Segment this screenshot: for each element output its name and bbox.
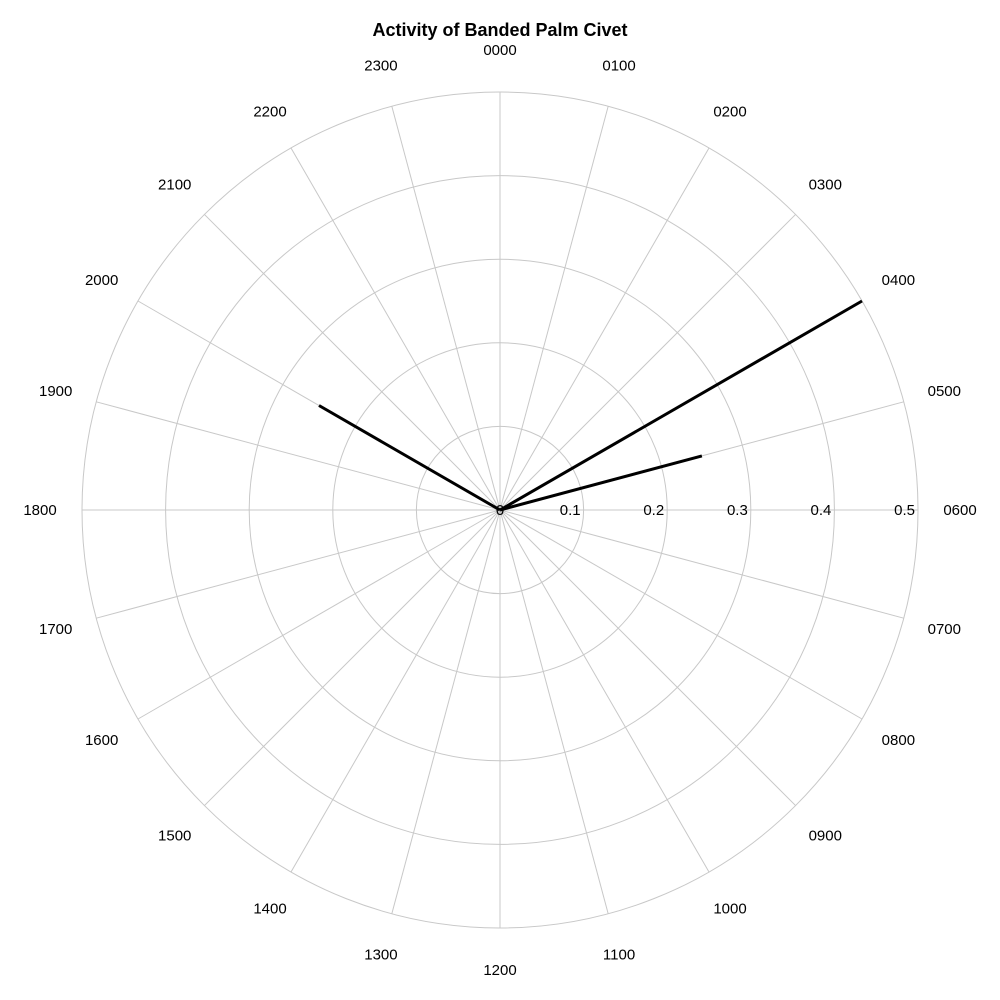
- hour-tick-label: 1300: [364, 946, 397, 963]
- hour-tick-label: 1000: [713, 900, 746, 917]
- grid-spoke: [499, 106, 609, 511]
- grid-spoke: [499, 509, 609, 914]
- hour-tick-label: 1700: [39, 621, 72, 638]
- grid-spoke: [204, 214, 501, 511]
- activity-line: [499, 454, 703, 512]
- grid-spoke: [96, 509, 501, 619]
- hour-tick-label: 0900: [809, 827, 842, 844]
- hour-tick-label: 0300: [809, 177, 842, 194]
- hour-tick-label: 1900: [39, 383, 72, 400]
- radial-tick-label: 0: [496, 502, 504, 519]
- activity-series: [318, 299, 863, 512]
- hour-tick-label: 0400: [882, 272, 915, 289]
- activity-line: [318, 404, 501, 512]
- hour-tick-label: 0700: [928, 621, 961, 638]
- grid-spoke: [204, 509, 501, 806]
- hour-tick-label: 1600: [85, 732, 118, 749]
- hour-tick-label: 2000: [85, 272, 118, 289]
- hour-tick-label: 0500: [928, 383, 961, 400]
- grid-spoke: [499, 509, 710, 873]
- grid-spoke: [290, 147, 501, 511]
- hour-tick-label: 0800: [882, 732, 915, 749]
- grid-spoke: [391, 106, 501, 511]
- grid-spoke: [499, 214, 796, 511]
- grid-spoke: [290, 509, 501, 873]
- hour-tick-label: 0600: [943, 502, 976, 519]
- hour-tick-label: 1800: [23, 502, 56, 519]
- hour-tick-label: 0100: [602, 58, 635, 75]
- grid-spoke: [499, 509, 863, 720]
- hour-tick-label: 0000: [483, 42, 516, 59]
- grid-spoke: [499, 509, 796, 806]
- grid-spoke: [499, 147, 710, 511]
- grid-spoke: [96, 401, 501, 511]
- grid-spoke: [137, 509, 501, 720]
- chart-title: Activity of Banded Palm Civet: [372, 20, 627, 40]
- hour-tick-label: 2100: [158, 177, 191, 194]
- activity-line: [499, 299, 863, 512]
- radial-tick-label: 0.1: [560, 502, 581, 519]
- radial-tick-labels: 0 0.1 0.2 0.3 0.4 0.5: [496, 502, 915, 519]
- hour-tick-label: 1200: [483, 962, 516, 979]
- hour-tick-label: 1100: [603, 946, 635, 963]
- hour-tick-label: 1500: [158, 827, 191, 844]
- hour-tick-label: 1400: [253, 900, 286, 917]
- radial-tick-label: 0.4: [811, 502, 832, 519]
- hour-tick-label: 2300: [364, 58, 397, 75]
- radial-tick-label: 0.2: [643, 502, 664, 519]
- hour-tick-label: 0200: [713, 104, 746, 121]
- radial-tick-label: 0.5: [894, 502, 915, 519]
- hour-tick-label: 2200: [253, 104, 286, 121]
- grid-spoke: [391, 509, 501, 914]
- grid-spoke: [499, 509, 904, 619]
- hour-tick-labels: 0000 0100 0200 0300 0400 0500 0600 0700 0800 0900…: [23, 42, 976, 979]
- radial-tick-label: 0.3: [727, 502, 748, 519]
